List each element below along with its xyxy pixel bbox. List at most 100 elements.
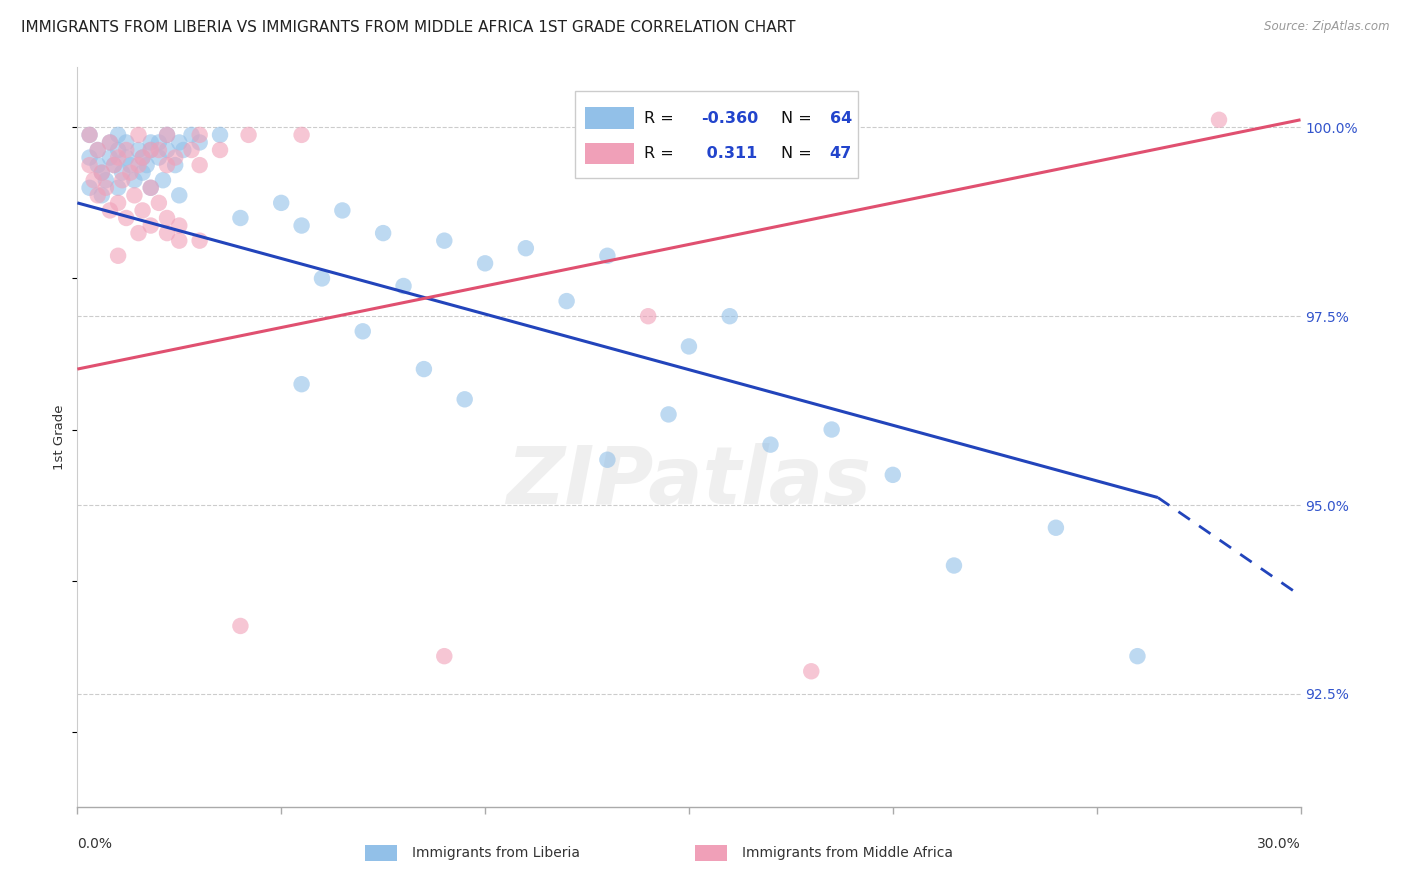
Point	[98, 151, 121, 165]
Text: 0.311: 0.311	[702, 146, 758, 161]
Point	[637, 309, 659, 323]
Point	[180, 128, 202, 142]
Point	[156, 128, 179, 142]
Text: R =: R =	[644, 146, 673, 161]
Point	[127, 143, 149, 157]
Point	[120, 158, 142, 172]
Point	[290, 128, 312, 142]
Point	[821, 423, 844, 437]
Text: ZIPatlas: ZIPatlas	[506, 442, 872, 521]
Point	[352, 324, 374, 338]
Point	[180, 143, 202, 157]
Text: 47: 47	[830, 146, 852, 161]
Point	[208, 143, 231, 157]
Point	[139, 181, 162, 195]
Point	[107, 151, 129, 165]
Point	[98, 203, 121, 218]
Point	[139, 143, 162, 157]
Point	[882, 467, 904, 482]
Text: Immigrants from Middle Africa: Immigrants from Middle Africa	[742, 847, 953, 860]
Point	[120, 166, 142, 180]
Point	[169, 234, 191, 248]
Text: N =: N =	[780, 146, 811, 161]
Point	[103, 158, 125, 172]
Point	[169, 219, 191, 233]
Point	[392, 279, 415, 293]
Point	[208, 128, 231, 142]
Point	[165, 151, 187, 165]
Point	[87, 188, 110, 202]
Point	[152, 173, 174, 187]
Point	[229, 211, 252, 225]
Text: 30.0%: 30.0%	[1257, 837, 1301, 851]
Point	[115, 143, 138, 157]
Point	[311, 271, 333, 285]
Point	[87, 143, 110, 157]
Point	[94, 173, 117, 187]
Point	[188, 234, 211, 248]
Point	[107, 249, 129, 263]
Point	[942, 558, 965, 573]
Point	[111, 173, 134, 187]
Bar	[585, 143, 634, 164]
Bar	[364, 845, 396, 862]
Point	[148, 143, 170, 157]
Point	[515, 241, 537, 255]
Text: Source: ZipAtlas.com: Source: ZipAtlas.com	[1264, 20, 1389, 33]
Point	[115, 136, 138, 150]
Point	[165, 158, 187, 172]
Point	[156, 143, 179, 157]
Point	[474, 256, 496, 270]
Point	[658, 408, 681, 422]
Point	[290, 219, 312, 233]
Point	[332, 203, 354, 218]
Point	[111, 166, 134, 180]
Point	[90, 188, 112, 202]
Point	[139, 219, 162, 233]
Point	[172, 143, 194, 157]
Point	[98, 136, 121, 150]
Point	[188, 136, 211, 150]
Point	[270, 195, 292, 210]
Point	[156, 226, 179, 240]
Point	[107, 195, 129, 210]
Point	[238, 128, 260, 142]
Point	[678, 339, 700, 353]
Point	[127, 158, 149, 172]
Point	[148, 151, 170, 165]
Point	[1045, 521, 1067, 535]
Point	[94, 181, 117, 195]
Point	[127, 128, 149, 142]
Text: 64: 64	[830, 111, 852, 126]
Point	[371, 226, 394, 240]
Point	[139, 136, 162, 150]
Point	[98, 136, 121, 150]
Point	[107, 128, 129, 142]
Text: IMMIGRANTS FROM LIBERIA VS IMMIGRANTS FROM MIDDLE AFRICA 1ST GRADE CORRELATION C: IMMIGRANTS FROM LIBERIA VS IMMIGRANTS FR…	[21, 20, 796, 35]
Y-axis label: 1st Grade: 1st Grade	[52, 404, 66, 470]
Point	[290, 377, 312, 392]
Point	[87, 143, 110, 157]
Point	[555, 294, 578, 309]
Point	[433, 649, 456, 664]
Bar	[585, 107, 634, 129]
Point	[115, 151, 138, 165]
Point	[79, 128, 101, 142]
FancyBboxPatch shape	[575, 91, 858, 178]
Point	[413, 362, 436, 376]
Point	[79, 158, 101, 172]
Point	[131, 151, 153, 165]
Point	[156, 158, 179, 172]
Text: Immigrants from Liberia: Immigrants from Liberia	[412, 847, 579, 860]
Point	[453, 392, 475, 407]
Point	[103, 158, 125, 172]
Point	[139, 143, 162, 157]
Point	[131, 151, 153, 165]
Point	[131, 166, 153, 180]
Point	[188, 158, 211, 172]
Point	[759, 437, 782, 451]
Point	[188, 128, 211, 142]
Point	[79, 181, 101, 195]
Point	[107, 181, 129, 195]
Bar	[695, 845, 727, 862]
